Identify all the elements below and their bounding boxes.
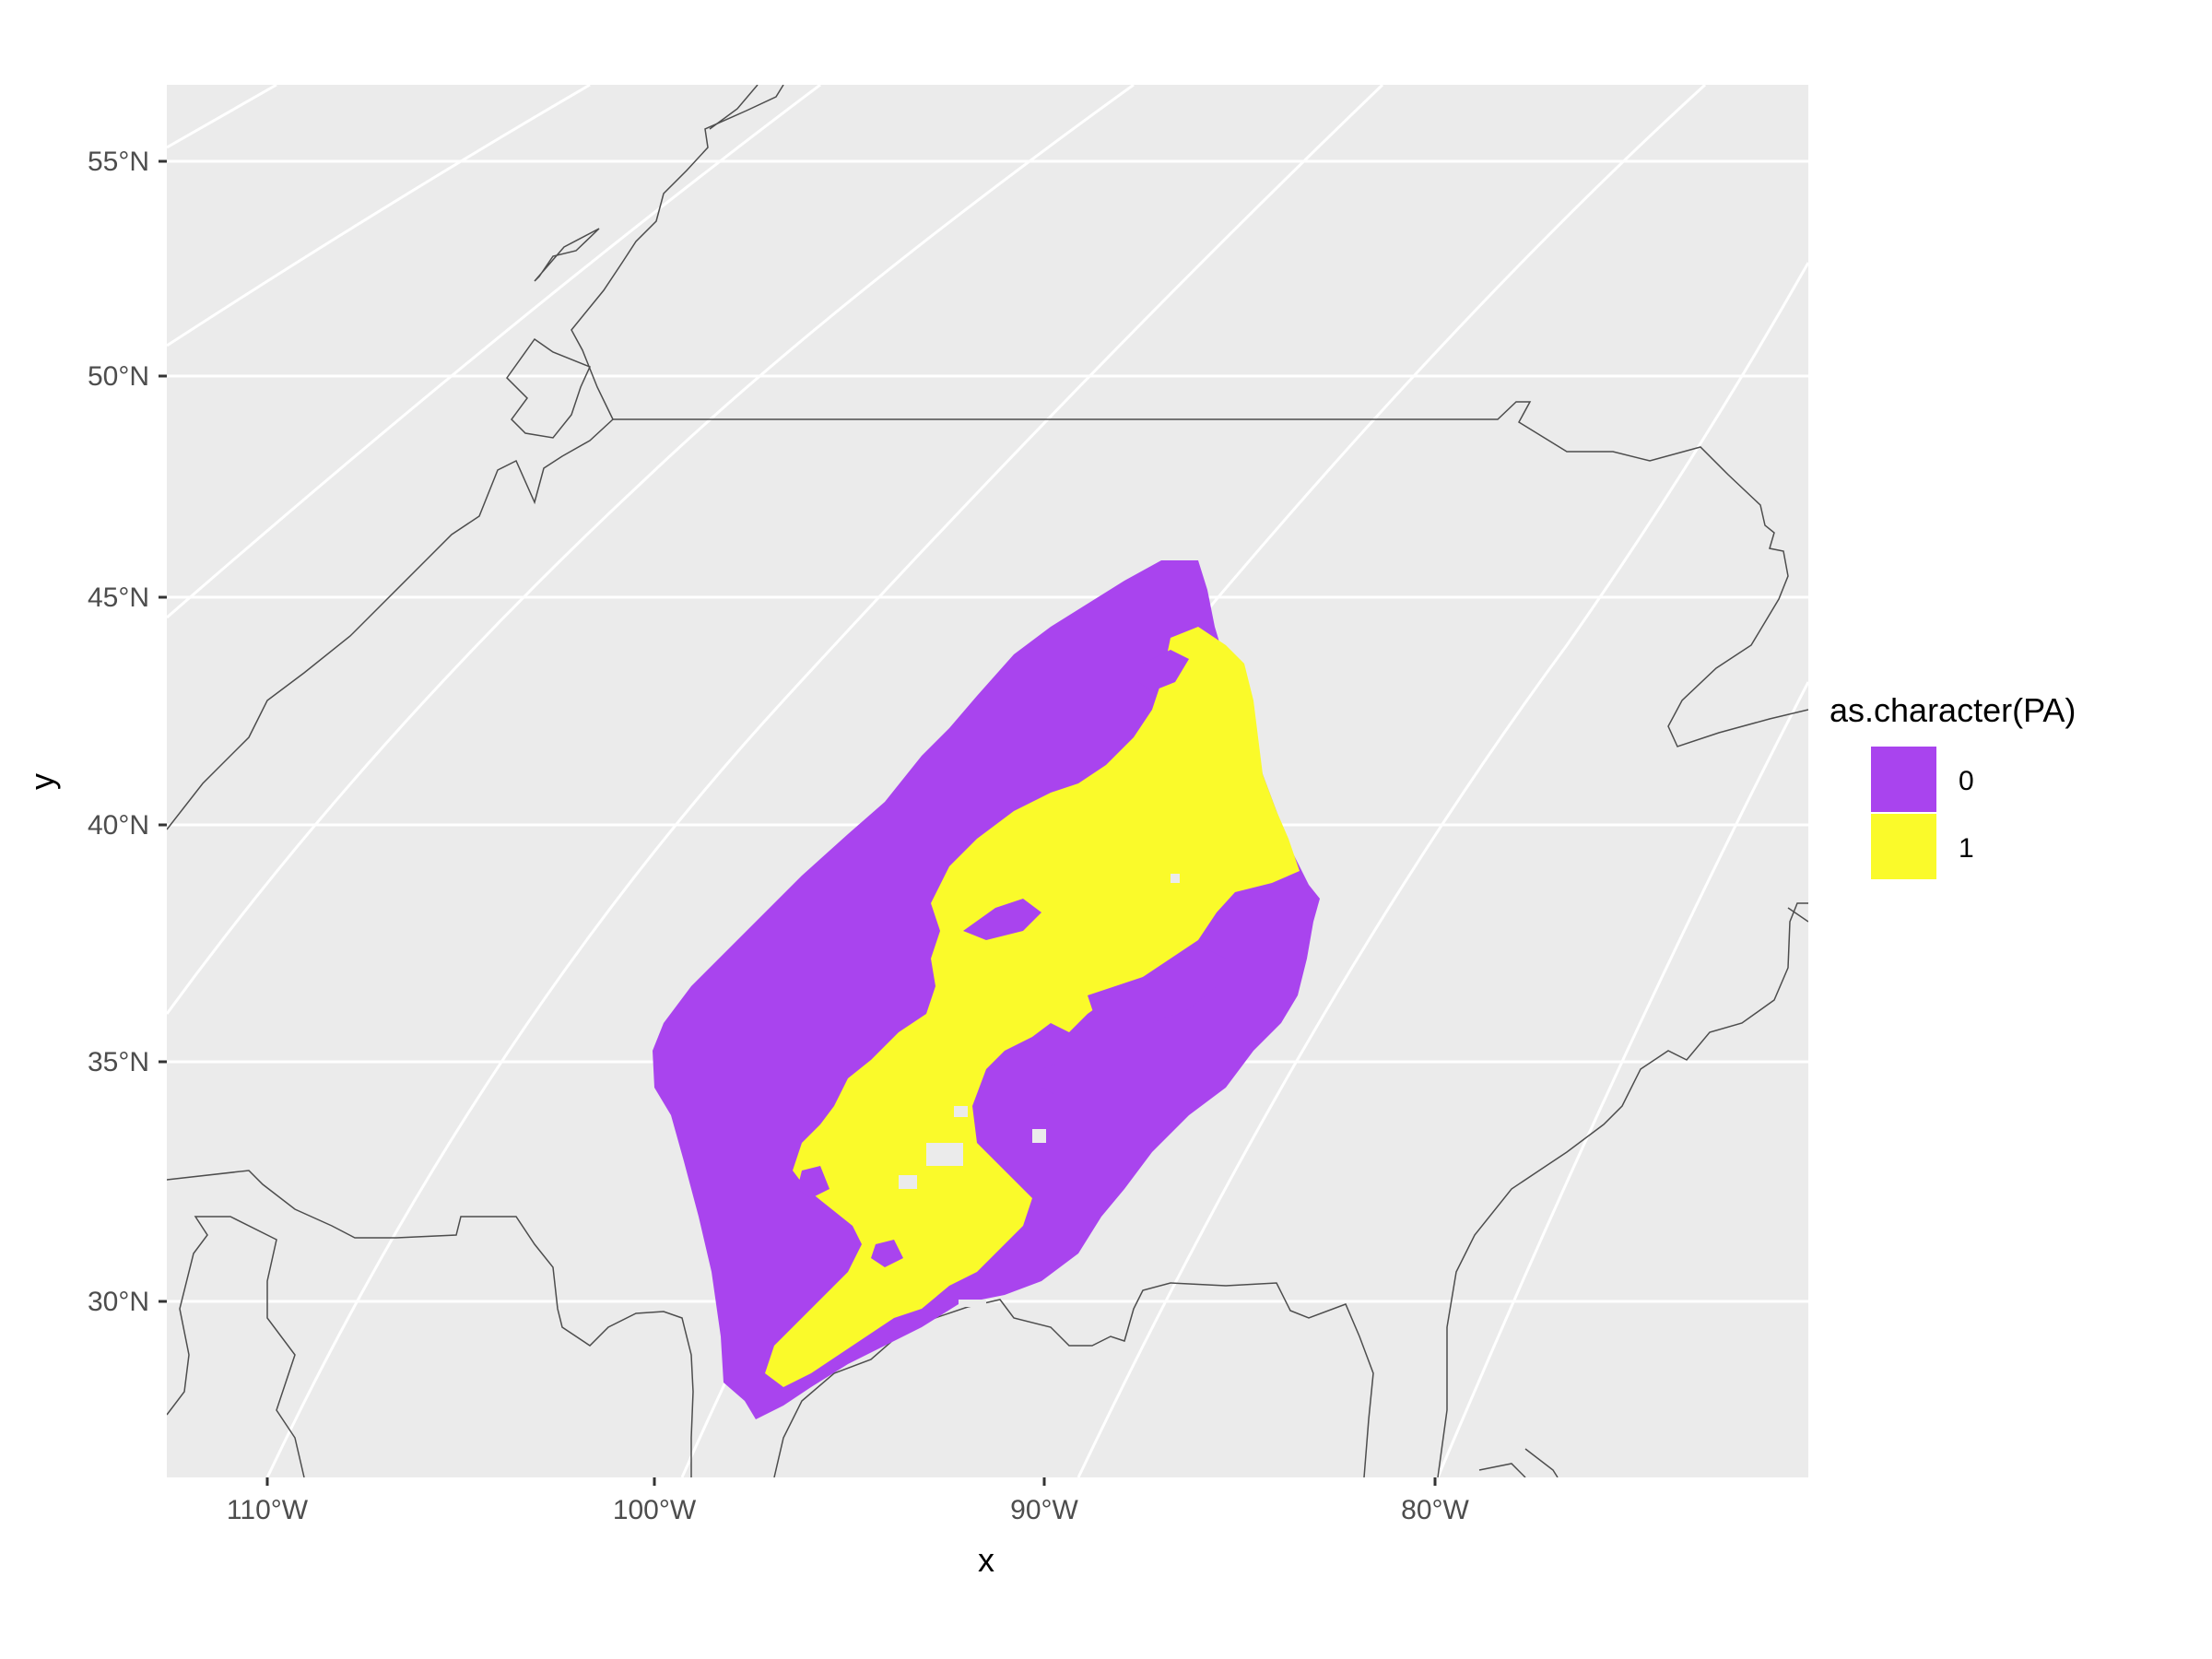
raster-class-0-patch — [1088, 949, 1226, 1032]
legend-title: as.character(PA) — [1830, 691, 2076, 729]
x-axis-title: x — [978, 1541, 994, 1579]
legend-label-1: 1 — [1959, 833, 1974, 864]
x-axis-ticks — [265, 1477, 1437, 1486]
y-tick-label: 50°N — [88, 361, 149, 392]
legend: as.character(PA) 0 1 — [1830, 691, 2076, 879]
legend-key-0 — [1871, 747, 1936, 812]
longitude-gridlines — [167, 85, 1808, 1477]
x-axis: 110°W 100°W 90°W 80°W x — [227, 1477, 1470, 1579]
raster-class-0-patch — [871, 1240, 903, 1267]
y-tick-label: 45°N — [88, 582, 149, 613]
raster-class-0-patch — [1041, 1060, 1097, 1097]
raster-class-0-patch — [797, 1166, 830, 1198]
y-axis-ticks — [159, 159, 167, 1303]
legend-key-1 — [1871, 814, 1936, 879]
y-tick-label: 40°N — [88, 810, 149, 841]
raster-class-0-patch — [963, 899, 1041, 940]
presence-absence-raster — [653, 560, 1320, 1419]
y-tick-label: 35°N — [88, 1047, 149, 1077]
y-tick-label: 30°N — [88, 1287, 149, 1317]
raster-class-1 — [765, 627, 1300, 1387]
raster-class-0-patch — [857, 968, 903, 1005]
legend-label-0: 0 — [1959, 766, 1974, 796]
x-tick-label: 100°W — [613, 1495, 697, 1525]
raster-class-0-patch — [1138, 650, 1189, 691]
raster-missing-cells — [899, 874, 1180, 1307]
x-tick-label: 90°W — [1010, 1495, 1078, 1525]
y-axis: 30°N 35°N 40°N 45°N 50°N 55°N y — [23, 147, 167, 1317]
x-tick-label: 80°W — [1401, 1495, 1469, 1525]
x-tick-label: 110°W — [227, 1495, 309, 1525]
y-tick-label: 55°N — [88, 147, 149, 177]
coastlines — [167, 85, 1808, 1477]
y-axis-title: y — [23, 773, 61, 790]
